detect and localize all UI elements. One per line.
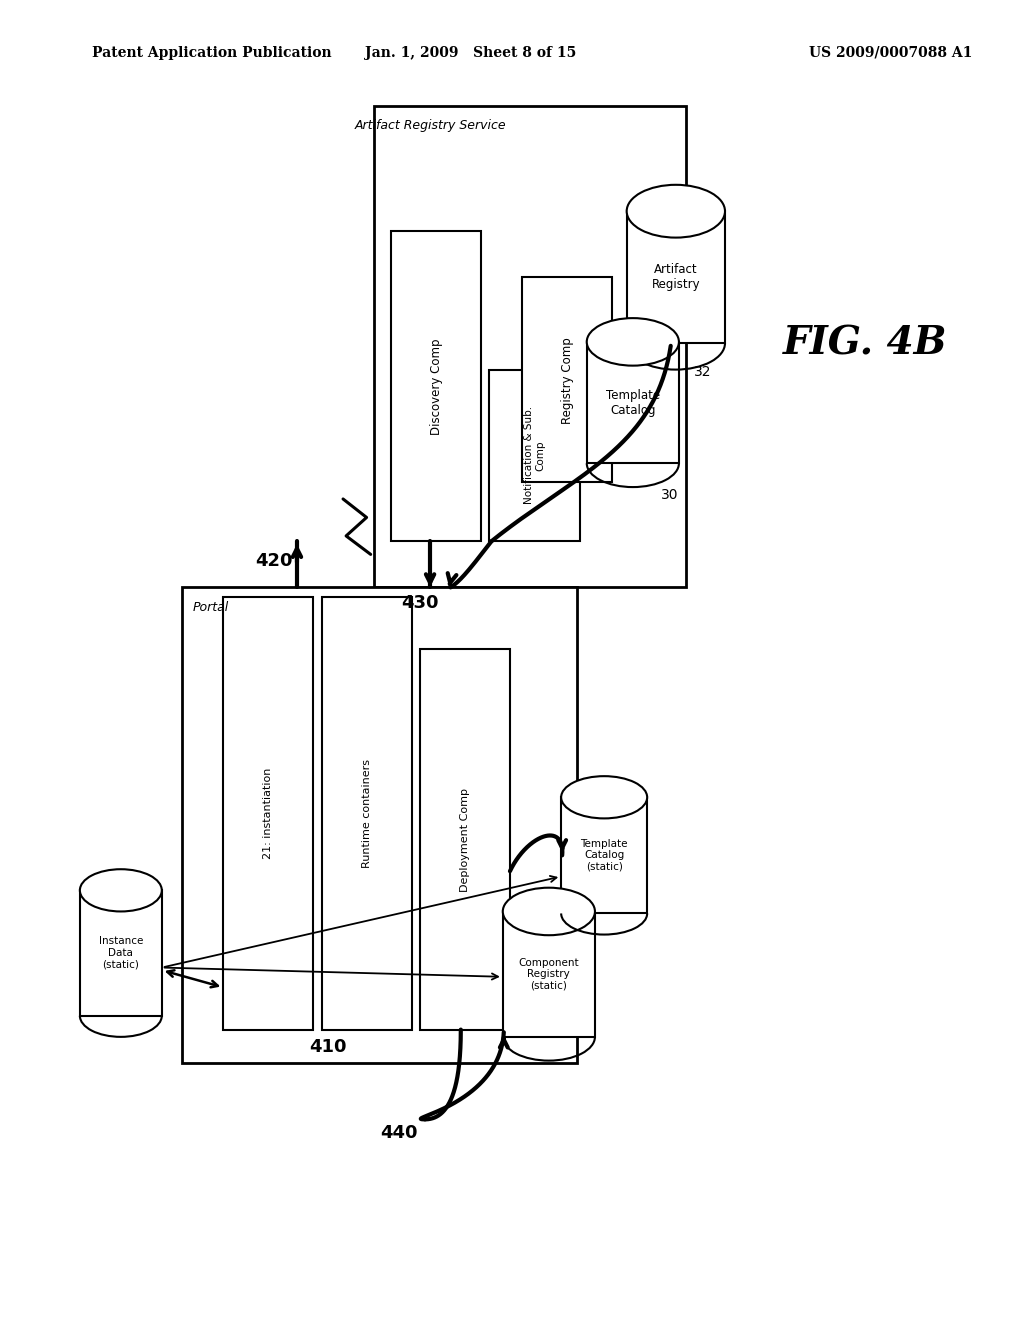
Bar [503, 911, 595, 1038]
Ellipse shape [503, 887, 595, 935]
Text: Template
Catalog: Template Catalog [606, 388, 659, 417]
Text: Runtime containers: Runtime containers [361, 759, 372, 867]
Bar [391, 231, 481, 541]
Text: Portal: Portal [193, 601, 228, 614]
Bar [223, 597, 313, 1030]
Ellipse shape [587, 318, 679, 366]
Text: Discovery Comp: Discovery Comp [430, 338, 442, 436]
Text: Patent Application Publication: Patent Application Publication [92, 46, 332, 59]
Text: 430: 430 [401, 594, 438, 612]
Text: Artifact Registry Service: Artifact Registry Service [354, 119, 506, 132]
Bar [420, 649, 510, 1030]
Text: Jan. 1, 2009   Sheet 8 of 15: Jan. 1, 2009 Sheet 8 of 15 [366, 46, 577, 59]
Bar [489, 370, 580, 541]
Text: 410: 410 [309, 1038, 346, 1056]
Text: FIG. 4B: FIG. 4B [783, 325, 947, 362]
Bar [587, 342, 679, 463]
Text: 420: 420 [256, 552, 293, 570]
Bar [322, 597, 412, 1030]
Text: Component
Registry
(static): Component Registry (static) [518, 957, 580, 991]
Text: US 2009/0007088 A1: US 2009/0007088 A1 [809, 46, 973, 59]
Ellipse shape [627, 185, 725, 238]
Bar [80, 890, 162, 1016]
Bar [522, 277, 612, 482]
Text: Registry Comp: Registry Comp [561, 337, 573, 424]
Text: 30: 30 [660, 488, 678, 502]
Text: Artifact
Registry: Artifact Registry [651, 263, 700, 292]
Bar [627, 211, 725, 343]
Ellipse shape [561, 776, 647, 818]
Bar [561, 797, 647, 913]
Text: Deployment Comp: Deployment Comp [460, 788, 470, 891]
Text: 32: 32 [694, 366, 712, 379]
Ellipse shape [80, 869, 162, 911]
Bar [182, 587, 577, 1063]
Text: Instance
Data
(static): Instance Data (static) [98, 936, 143, 970]
Text: 440: 440 [381, 1123, 418, 1142]
Text: Notification & Sub.
Comp: Notification & Sub. Comp [523, 407, 546, 504]
Bar [374, 106, 686, 587]
Text: Template
Catalog
(static): Template Catalog (static) [581, 838, 628, 873]
Text: 21: instantiation: 21: instantiation [263, 767, 273, 859]
